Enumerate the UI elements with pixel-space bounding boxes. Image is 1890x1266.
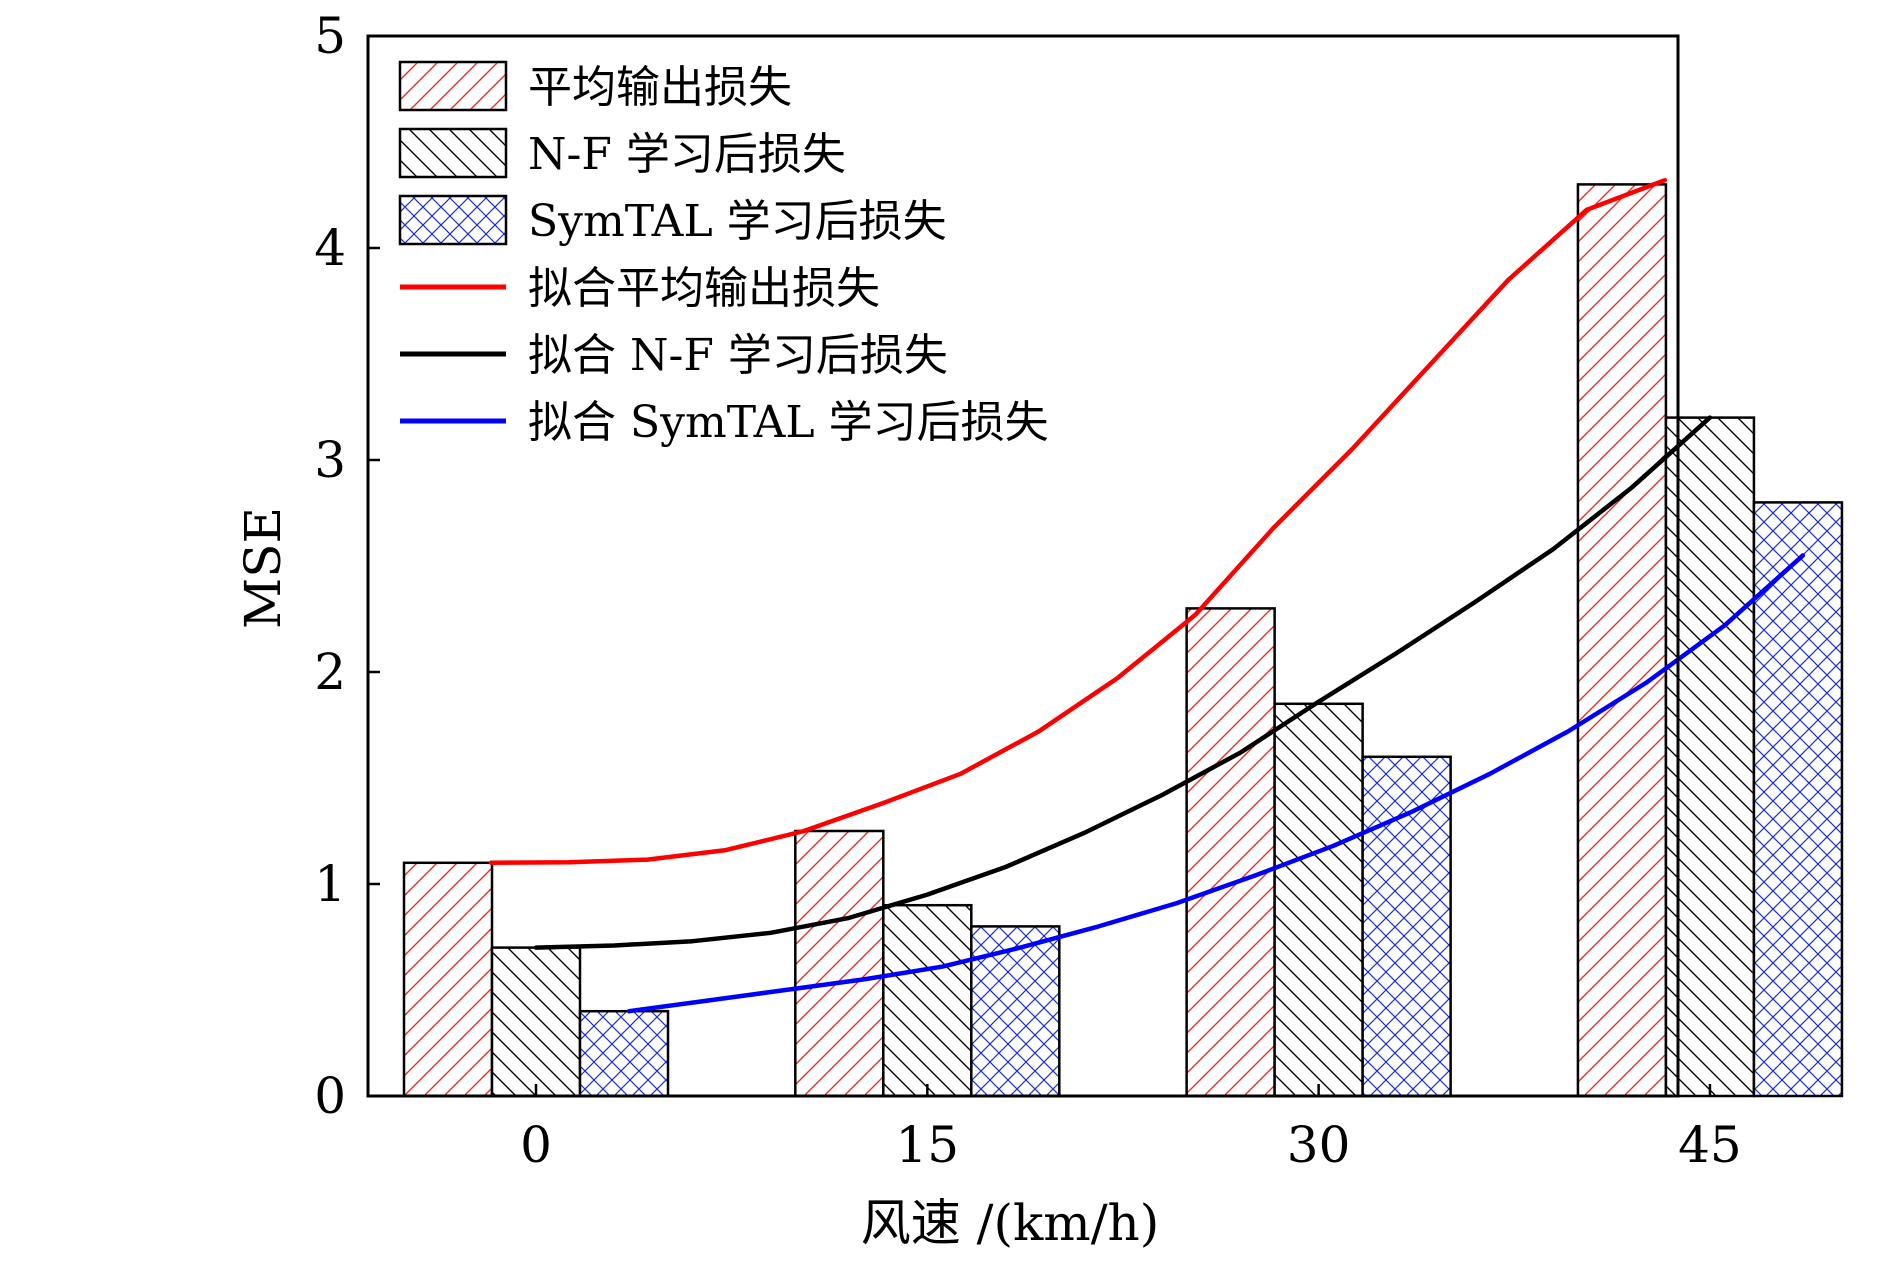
bar-fill-2-0 <box>578 1009 670 1098</box>
y-tick-label: 2 <box>314 643 346 701</box>
legend-label: SymTAL 学习后损失 <box>528 196 947 247</box>
bar-fill-2-3 <box>1752 501 1844 1098</box>
legend-swatch <box>398 60 508 112</box>
fit-line-1 <box>533 415 1713 950</box>
x-tick-label: 45 <box>1678 1116 1742 1174</box>
x-axis-label: 风速 /(km/h) <box>861 1194 1160 1252</box>
bar-fill-1-2 <box>1273 702 1364 1098</box>
y-axis: 0 1 2 3 4 5 <box>314 7 380 1125</box>
y-tick-label: 1 <box>314 855 346 913</box>
y-tick-label: 4 <box>314 219 346 277</box>
x-tick-label: 30 <box>1287 1116 1351 1174</box>
fit-line-2 <box>626 553 1806 1014</box>
x-axis: 0 15 30 45 <box>520 1084 1742 1174</box>
bar-fill-1-0 <box>490 946 582 1098</box>
bar-fill-1-1 <box>882 903 973 1098</box>
x-tick-label: 0 <box>520 1116 552 1174</box>
bar-fill-0-2 <box>1185 607 1276 1098</box>
legend-swatch <box>398 194 508 246</box>
legend-label: 拟合平均输出损失 <box>528 263 880 314</box>
bars-layer <box>402 183 1844 1098</box>
x-tick-label: 15 <box>895 1116 959 1174</box>
y-axis-label: MSE <box>234 507 292 629</box>
fit-lines-layer <box>488 177 1806 1014</box>
legend-label: 平均输出损失 <box>528 62 792 113</box>
y-tick-label: 0 <box>314 1067 346 1125</box>
legend-label: 拟合 SymTAL 学习后损失 <box>528 397 1049 448</box>
bar-fill-2-2 <box>1361 755 1452 1098</box>
legend-label: N-F 学习后损失 <box>528 129 846 180</box>
y-tick-label: 3 <box>314 431 346 489</box>
bar-fill-1-3 <box>1664 416 1756 1098</box>
fit-line-0 <box>488 177 1668 866</box>
bar-fill-0-1 <box>794 829 885 1098</box>
plot-frame <box>366 34 1680 1098</box>
legend-label: 拟合 N-F 学习后损失 <box>528 330 948 381</box>
bar-fill-0-3 <box>1576 183 1668 1098</box>
legend-swatch <box>398 127 508 179</box>
bar-fill-0-0 <box>402 861 494 1098</box>
bar-fill-2-1 <box>970 925 1061 1098</box>
y-tick-label: 5 <box>314 7 346 65</box>
